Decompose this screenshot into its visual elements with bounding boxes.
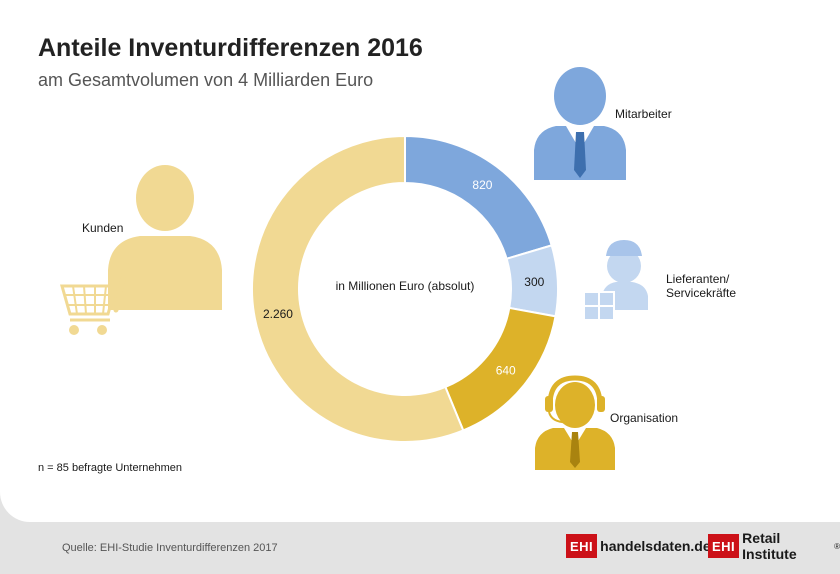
logo-handelsdaten: EHI handelsdaten.de: [566, 532, 711, 560]
sample-size-note: n = 85 befragte Unternehmen: [38, 462, 183, 474]
shopper-with-cart-icon: [60, 165, 222, 335]
donut-slice-3: [251, 134, 465, 443]
logo-handelsdaten-text: handelsdaten.de: [600, 538, 711, 554]
chart-title: Anteile Inventurdifferenzen 2016: [38, 34, 423, 62]
delivery-person-icon: [583, 240, 648, 321]
legend-organisation: Organisation: [610, 411, 679, 425]
donut-slice-label-2: 640: [496, 363, 516, 377]
donut-slice-label-3: 2.260: [263, 307, 293, 321]
logo-retail-institute: EHI Retail Institute ®: [708, 530, 840, 562]
headset-operator-icon: [535, 375, 615, 470]
chart-subtitle: am Gesamtvolumen von 4 Milliarden Euro: [38, 70, 374, 90]
legend-lieferanten-line2: Servicekräfte: [666, 286, 737, 300]
donut-slices: [251, 134, 559, 443]
donut-slice-0: [404, 134, 553, 261]
legend-kunden: Kunden: [82, 221, 124, 235]
donut-slice-label-0: 820: [472, 178, 492, 192]
donut-center-label: in Millionen Euro (absolut): [336, 279, 475, 293]
legend-mitarbeiter: Mitarbeiter: [615, 107, 672, 121]
logo-retail-reg: ®: [834, 541, 840, 551]
logo-retail-box: EHI: [708, 534, 740, 558]
logo-handelsdaten-box: EHI: [566, 534, 598, 558]
legend-lieferanten-line1: Lieferanten/: [666, 272, 730, 286]
donut-slice-labels: 820 300 640 2.260: [263, 178, 545, 377]
businessman-icon: [534, 67, 626, 180]
donut-slice-label-1: 300: [524, 275, 544, 289]
source-note: Quelle: EHI-Studie Inventurdifferenzen 2…: [62, 542, 278, 554]
logo-retail-text: Retail Institute: [742, 530, 797, 562]
